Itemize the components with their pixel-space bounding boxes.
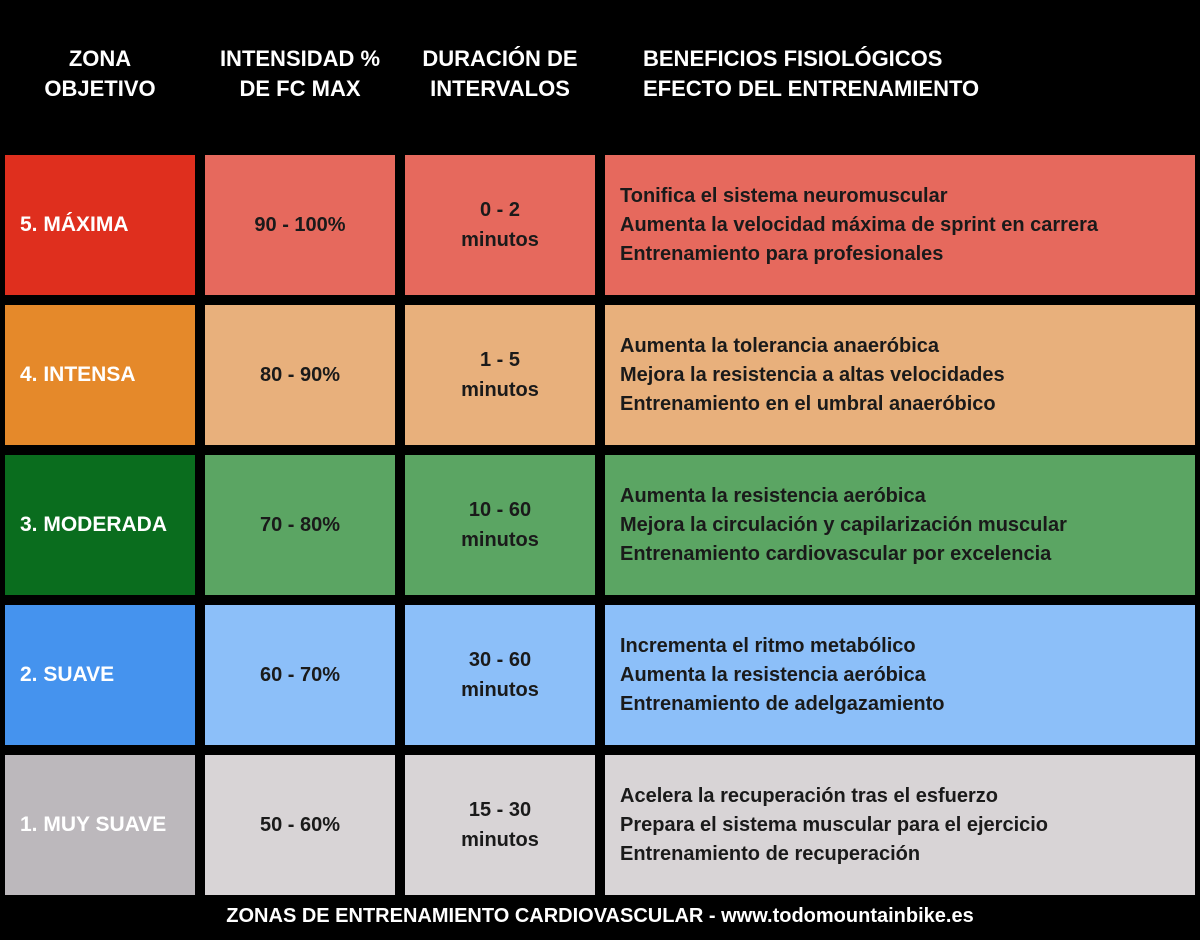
- duration-cell: 30 - 60 minutos: [405, 605, 595, 745]
- benefits-cell: Acelera la recuperación tras el esfuerzo…: [605, 755, 1195, 895]
- header-line: INTERVALOS: [430, 76, 570, 101]
- duration-cell: 15 - 30 minutos: [405, 755, 595, 895]
- benefit-line: Mejora la circulación y capilarización m…: [620, 513, 1067, 536]
- intensity-cell: 90 - 100%: [205, 155, 395, 295]
- benefit-line: Entrenamiento de recuperación: [620, 842, 921, 865]
- benefits-cell: Incrementa el ritmo metabólico Aumenta la…: [605, 605, 1195, 745]
- duration-line: 1 - 5: [479, 349, 521, 371]
- header-line: OBJETIVO: [44, 76, 156, 101]
- header-line: DE FC MAX: [239, 76, 361, 101]
- zone-cell: 4. INTENSA: [5, 305, 195, 445]
- benefit-line: Aumenta la velocidad máxima de sprint en…: [620, 213, 1098, 236]
- benefit-line: Entrenamiento de adelgazamiento: [620, 692, 945, 715]
- benefit-line: Tonifica el sistema neuromuscular: [620, 184, 948, 207]
- intensity-cell: 80 - 90%: [205, 305, 395, 445]
- header-cell: INTENSIDAD % DE FC MAX: [205, 44, 395, 104]
- header-cell: DURACIÓN DE INTERVALOS: [405, 44, 595, 104]
- benefit-line: Entrenamiento en el umbral anaeróbico: [620, 392, 996, 415]
- duration-line: 15 - 30: [468, 799, 532, 821]
- benefits-cell: Aumenta la resistencia aeróbica Mejora la…: [605, 455, 1195, 595]
- benefit-line: Aumenta la resistencia aeróbica: [620, 484, 926, 507]
- header-line: INTENSIDAD %: [219, 46, 381, 71]
- zone-cell: 5. MÁXIMA: [5, 155, 195, 295]
- header-line: BENEFICIOS FISIOLÓGICOS: [643, 46, 943, 71]
- duration-cell: 0 - 2 minutos: [405, 155, 595, 295]
- duration-line: minutos: [461, 529, 539, 551]
- duration-cell: 10 - 60 minutos: [405, 455, 595, 595]
- duration-line: 30 - 60: [468, 649, 532, 671]
- benefit-line: Entrenamiento para profesionales: [620, 242, 944, 265]
- benefit-line: Incrementa el ritmo metabólico: [620, 634, 916, 657]
- zone-cell: 3. MODERADA: [5, 455, 195, 595]
- header-line: ZONA: [68, 46, 132, 71]
- duration-line: 10 - 60: [468, 499, 532, 521]
- duration-line: 0 - 2: [479, 199, 521, 221]
- zone-cell: 1. MUY SUAVE: [5, 755, 195, 895]
- intensity-cell: 70 - 80%: [205, 455, 395, 595]
- benefit-line: Aumenta la tolerancia anaeróbica: [620, 334, 940, 357]
- benefit-line: Entrenamiento cardiovascular por excelen…: [620, 542, 1052, 565]
- benefit-line: Acelera la recuperación tras el esfuerzo: [620, 784, 998, 807]
- header-line: EFECTO DEL ENTRENAMIENTO: [643, 76, 980, 101]
- benefits-cell: Tonifica el sistema neuromuscular Aumenta…: [605, 155, 1195, 295]
- benefit-line: Aumenta la resistencia aeróbica: [620, 663, 926, 686]
- header-cell: ZONA OBJETIVO: [5, 44, 195, 104]
- duration-line: minutos: [461, 829, 539, 851]
- header-line: DURACIÓN DE: [422, 46, 578, 71]
- header-cell: BENEFICIOS FISIOLÓGICOS EFECTO DEL ENTREN…: [643, 44, 1193, 104]
- benefit-line: Mejora la resistencia a altas velocidade…: [620, 363, 1005, 386]
- duration-line: minutos: [461, 679, 539, 701]
- duration-line: minutos: [461, 379, 539, 401]
- duration-line: minutos: [461, 229, 539, 251]
- footer: ZONAS DE ENTRENAMIENTO CARDIOVASCULAR - …: [226, 905, 974, 927]
- duration-cell: 1 - 5 minutos: [405, 305, 595, 445]
- intensity-cell: 60 - 70%: [205, 605, 395, 745]
- benefits-cell: Aumenta la tolerancia anaeróbica Mejora l…: [605, 305, 1195, 445]
- benefit-line: Prepara el sistema muscular para el ejer…: [620, 813, 1049, 836]
- zone-cell: 2. SUAVE: [5, 605, 195, 745]
- intensity-cell: 50 - 60%: [205, 755, 395, 895]
